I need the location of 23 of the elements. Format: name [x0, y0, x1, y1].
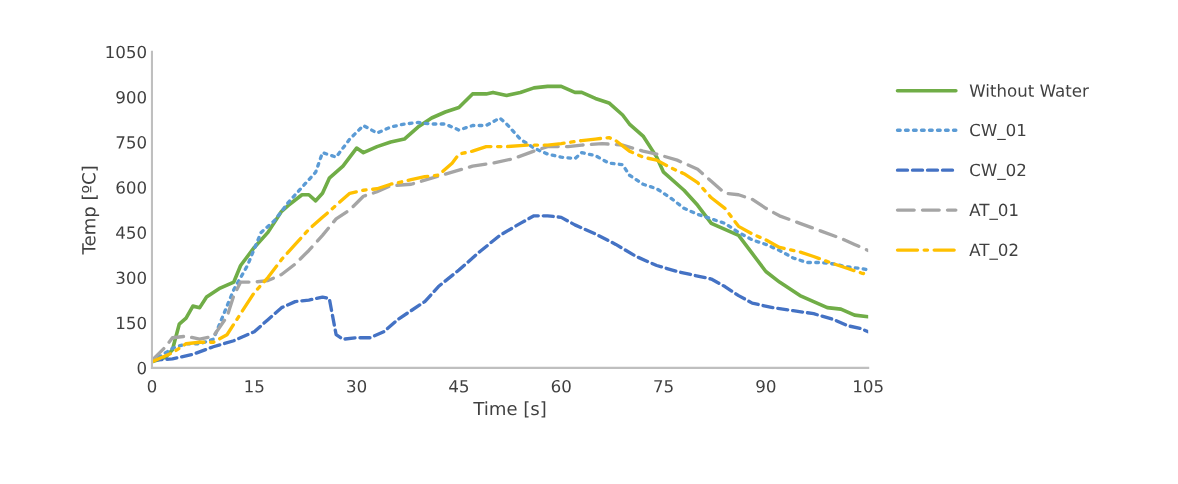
y-tick-label: 900: [116, 90, 146, 104]
y-tick-label: 750: [116, 136, 146, 149]
y-tick-label: 600: [116, 181, 146, 194]
x-axis-title: Time [s]: [473, 401, 546, 418]
y-tick-label: 450: [116, 226, 146, 239]
legend-label: CW_01: [970, 123, 1026, 141]
legend-label: Without Water: [969, 83, 1089, 97]
x-tick-label: 75: [654, 380, 673, 393]
x-tick-label: 90: [756, 379, 776, 393]
legend-label: AT_02: [969, 243, 1018, 260]
x-tick-label: 45: [449, 380, 469, 393]
y-tick-label: 150: [117, 316, 146, 330]
y-tick-label: 0: [137, 361, 146, 375]
x-tick-label: 60: [551, 379, 571, 393]
legend-label: AT_01: [969, 203, 1018, 220]
x-tick-label: 105: [854, 379, 883, 393]
x-tick-label: 30: [347, 379, 367, 393]
legend-label: CW_02: [970, 163, 1026, 180]
x-tick-label: 0: [147, 379, 157, 393]
x-tick-label: 15: [245, 380, 264, 393]
y-tick-label: 1050: [106, 45, 146, 59]
y-tick-label: 300: [116, 271, 146, 285]
y-axis-title: Temp [ºC]: [81, 166, 100, 255]
